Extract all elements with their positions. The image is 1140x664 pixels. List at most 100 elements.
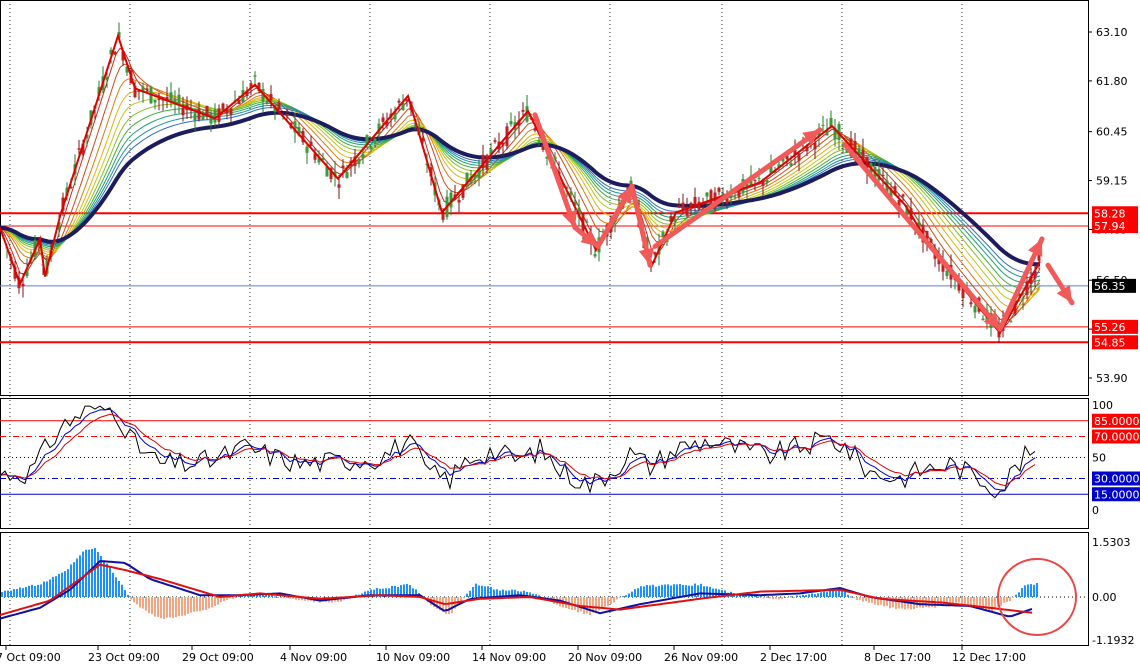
macd-histogram-bar [382,588,384,597]
stoch-tick-label: 100 [1092,399,1113,412]
macd-histogram-bar [715,588,717,597]
macd-histogram-bar [97,552,99,597]
macd-histogram-bar [685,585,687,597]
candle-body [309,141,313,146]
macd-histogram-bar [952,597,954,603]
macd-histogram-bar [706,586,708,597]
candle-body [861,149,865,162]
macd-histogram-bar [34,585,36,597]
stoch-level-label: 85.0000 [1094,415,1140,428]
macd-histogram-bar [184,597,186,616]
ma-ribbon-line [0,63,1041,322]
macd-histogram-bar [451,597,453,614]
macd-histogram-bar [1009,597,1011,602]
time-tick-label: 29 Oct 09:00 [182,651,254,664]
macd-histogram-bar [775,597,777,599]
macd-histogram-bar [676,584,678,597]
macd-histogram-bar [7,590,9,597]
candle-body [821,125,825,127]
macd-histogram-bar [772,597,774,600]
candle-body [569,191,573,195]
macd-histogram-bar [760,596,762,598]
macd-histogram-bar [115,577,117,597]
candle-body [789,163,793,166]
candle-body [165,97,169,101]
macd-histogram-bar [646,585,648,597]
candle-body [405,99,409,102]
macd-histogram-bar [967,597,969,605]
candle-body [177,94,181,105]
trend-arrow-head [638,247,655,266]
macd-histogram-bar [898,597,900,609]
time-tick-label: 26 Nov 09:00 [664,651,738,664]
macd-histogram-bar [277,597,279,598]
candle-body [877,169,881,180]
price-tick-label: 53.90 [1096,372,1128,385]
macd-histogram-bar [286,597,288,599]
level-price-tag [1092,206,1138,221]
macd-histogram-bar [229,597,231,599]
candle-body [1029,275,1033,284]
time-tick-label: 14 Nov 09:00 [472,651,546,664]
macd-histogram-bar [844,591,846,597]
macd-histogram-bar [853,597,855,599]
candle-body [661,232,665,238]
macd-histogram-bar [778,597,780,600]
macd-histogram-bar [856,597,858,600]
macd-histogram-bar [679,583,681,597]
macd-histogram-bar [133,597,135,603]
candle-body [857,148,861,155]
candle-body [97,87,101,96]
candle-body [325,166,329,177]
candle-body [381,117,385,122]
candle-body [525,106,529,122]
macd-histogram-bar [391,585,393,597]
macd-pane [0,548,1088,636]
macd-tick-label: 1.5303 [1092,536,1131,549]
candle-body [181,107,185,116]
macd-histogram-bar [523,590,525,597]
macd-histogram-bar [673,584,675,597]
macd-histogram-bar [508,590,510,597]
candle-body [201,113,205,121]
macd-histogram-bar [403,584,405,597]
macd-histogram-bar [445,597,447,614]
time-tick-label: 20 Nov 09:00 [568,651,642,664]
time-tick-label: 4 Nov 09:00 [280,651,347,664]
macd-histogram-bar [181,597,183,616]
macd-histogram-bar [16,588,18,597]
candle-body [221,103,225,111]
candle-body [805,146,809,152]
price-axis: 63.1061.8060.4559.1557.8556.5055.2053.90… [1088,26,1140,647]
macd-histogram-bar [223,597,225,602]
level-price-tag [1092,219,1138,234]
candle-body [493,140,497,142]
macd-histogram-bar [157,597,159,617]
candle-body [829,117,833,128]
candle-body [133,85,137,97]
macd-histogram-bar [640,586,642,597]
macd-histogram-bar [478,585,480,597]
macd-histogram-bar [484,586,486,597]
macd-histogram-bar [769,597,771,599]
macd-histogram-bar [535,594,537,597]
candle-body [457,200,461,203]
trend-arrow-head [580,230,598,247]
macd-histogram-bar [193,597,195,612]
macd-histogram-bar [859,597,861,600]
candle-body [733,196,737,198]
macd-histogram-bar [961,597,963,604]
macd-histogram-bar [61,572,63,597]
candle-body [469,176,473,184]
macd-histogram-bar [631,591,633,597]
macd-histogram-bar [67,569,69,597]
macd-histogram-bar [793,597,795,598]
macd-histogram-bar [880,597,882,605]
macd-histogram-bar [1003,597,1005,603]
candle-body [669,215,673,223]
grid-lines [0,0,1089,646]
price-pane-border [0,0,1089,396]
macd-histogram-bar [205,597,207,610]
macd-histogram-bar [364,591,366,597]
